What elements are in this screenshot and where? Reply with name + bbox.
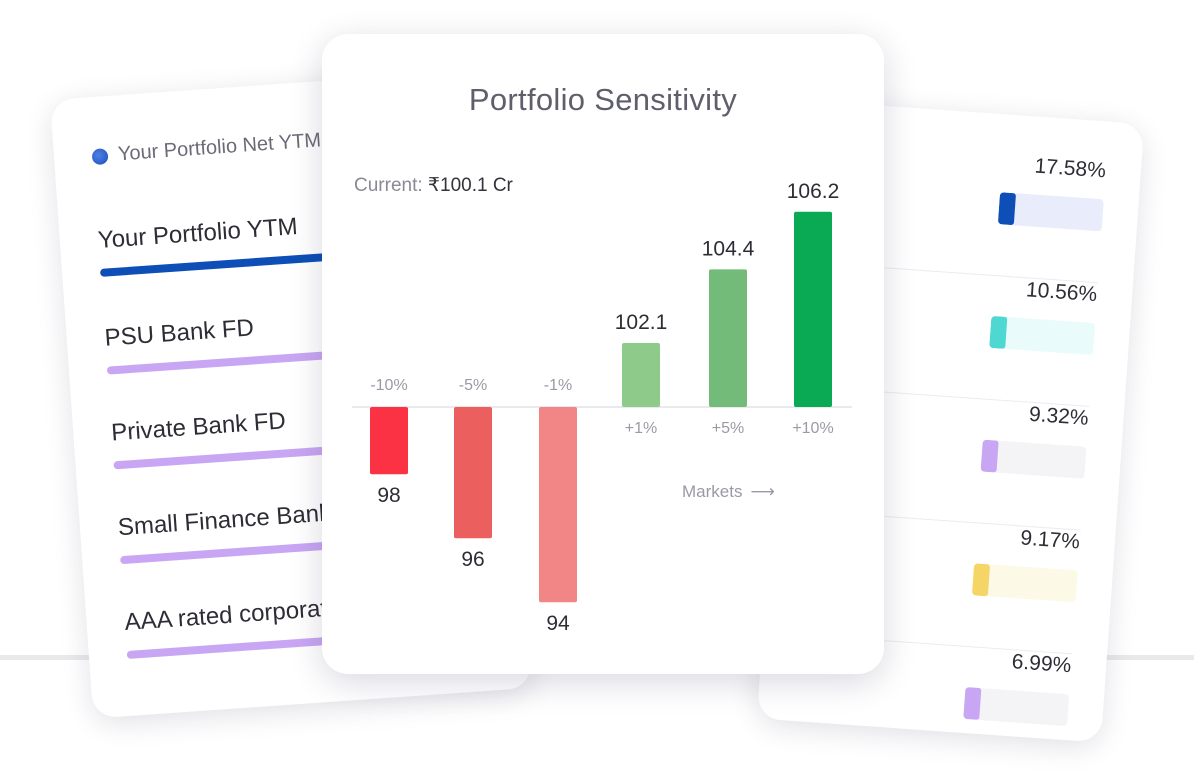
ytm-value-track	[963, 686, 1070, 727]
ytm-value: 9.17%	[1019, 526, 1081, 554]
ytm-value-track	[980, 439, 1087, 479]
x-tick-label: +1%	[625, 420, 657, 437]
data-label: 102.1	[615, 311, 668, 334]
data-label: 106.2	[787, 180, 840, 203]
markets-axis-label: Markets ⟶	[682, 482, 775, 502]
current-label: Current:	[354, 175, 423, 196]
bar	[622, 343, 660, 407]
current-amount: ₹100.1 Cr	[427, 175, 513, 196]
ytm-row-portfolio: Your Portfolio YTM	[97, 209, 360, 277]
x-tick-label: -5%	[459, 377, 487, 394]
ytm-value: 9.32%	[1028, 402, 1090, 430]
data-label: 98	[377, 484, 400, 507]
x-tick-label: -1%	[544, 377, 572, 394]
bar	[794, 211, 832, 407]
ytm-value-fill	[971, 563, 991, 597]
ytm-value-fill	[989, 315, 1008, 349]
x-tick-label: +5%	[712, 420, 744, 437]
data-label: 96	[461, 548, 484, 571]
legend-dot-icon	[91, 147, 109, 165]
ytm-value-fill	[980, 439, 999, 473]
sensitivity-chart: -10% 98 -5% 96 -1% 94 +1% 102.1 +5% 104.4 +10% 106.…	[352, 180, 852, 635]
markets-label: Markets	[682, 482, 743, 501]
ytm-value-track	[989, 315, 1096, 356]
bar	[709, 269, 747, 407]
ytm-value-fill	[963, 686, 982, 721]
ytm-value-track	[997, 192, 1104, 232]
x-tick-label: -10%	[370, 377, 407, 394]
bar	[539, 407, 577, 603]
ytm-value-track	[971, 563, 1078, 603]
ytm-card-title: Your Portfolio Net YTM	[117, 129, 322, 166]
data-label: 94	[546, 612, 570, 635]
data-label: 104.4	[702, 237, 755, 260]
ytm-value: 6.99%	[1010, 650, 1072, 678]
ytm-row-label: Your Portfolio YTM	[96, 213, 299, 254]
bar	[370, 407, 408, 475]
portfolio-sensitivity-card: -10% 98 -5% 96 -1% 94 +1% 102.1 +5% 104.4 +10% 106.…	[322, 34, 884, 674]
ytm-value: 10.56%	[1025, 278, 1098, 307]
x-tick-label: +10%	[792, 420, 833, 437]
ytm-value-fill	[997, 192, 1017, 226]
chart-title: Portfolio Sensitivity	[468, 82, 738, 117]
ytm-row-bar	[99, 250, 360, 277]
bar	[454, 407, 492, 539]
ytm-value: 17.58%	[1033, 154, 1107, 183]
ytm-card-header: Your Portfolio Net YTM	[91, 129, 322, 168]
current-value: Current: ₹100.1 Cr	[354, 174, 513, 197]
arrow-right-icon: ⟶	[750, 482, 775, 501]
